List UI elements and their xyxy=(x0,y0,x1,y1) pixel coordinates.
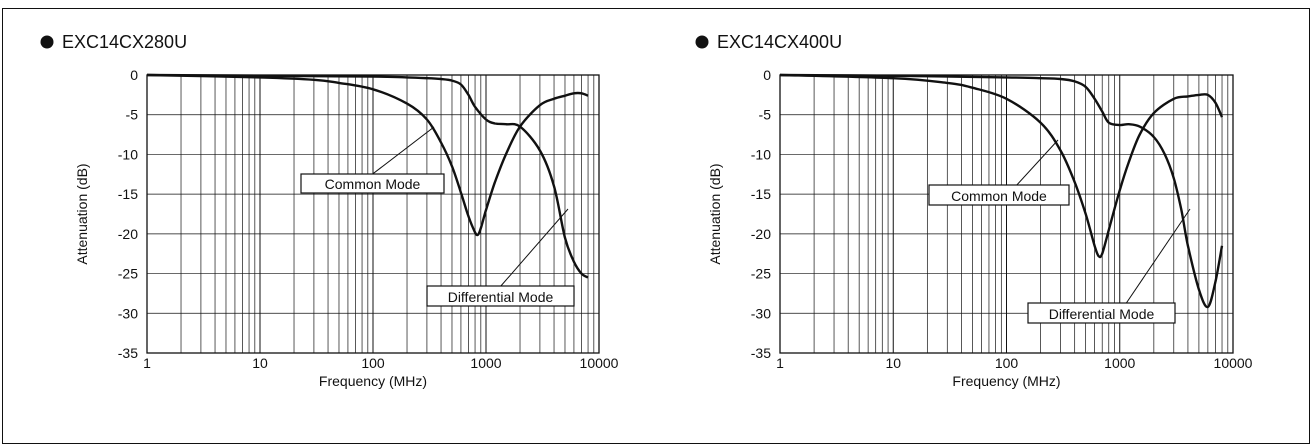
x-axis-label: Frequency (MHz) xyxy=(319,373,427,389)
y-tick-label: -10 xyxy=(751,146,771,162)
y-tick-label: -20 xyxy=(751,226,771,242)
callout-leader-line xyxy=(369,126,435,177)
y-tick-label: -35 xyxy=(751,345,771,361)
callout-leader-line xyxy=(499,208,569,288)
chart-panel-1: EXC14CX280U 0 -5 -10 -15 -20 -25 -30 -35 1 10 100 10… xyxy=(40,32,619,389)
y-tick-label: 0 xyxy=(763,67,771,83)
y-tick-label: -5 xyxy=(126,107,139,123)
plot-border xyxy=(146,74,600,354)
y-tick-label: -25 xyxy=(118,266,138,282)
chart-title: EXC14CX400U xyxy=(717,32,842,52)
callout-leader-line xyxy=(1014,139,1059,188)
y-axis-label: Attenuation (dB) xyxy=(74,163,90,264)
y-tick-label: -30 xyxy=(118,305,138,321)
x-tick-label: 1 xyxy=(776,355,784,371)
chart-panel-2: EXC14CX400U 0 -5 -10 -15 -20 -25 -30 -35 1 10 100 10… xyxy=(695,32,1253,389)
x-tick-label: 1 xyxy=(143,355,151,371)
y-tick-label: -35 xyxy=(118,345,138,361)
x-tick-label: 1000 xyxy=(1104,355,1135,371)
y-tick-label: -5 xyxy=(759,107,772,123)
title-bullet-icon xyxy=(40,35,54,49)
x-tick-label: 10 xyxy=(252,355,268,371)
title-bullet-icon xyxy=(695,35,709,49)
series-label-box xyxy=(426,285,575,307)
x-tick-label: 1000 xyxy=(470,355,501,371)
series-line-differential-mode xyxy=(146,73,589,279)
callout-leader-line xyxy=(1124,208,1191,306)
y-axis-label: Attenuation (dB) xyxy=(707,163,723,264)
x-tick-label: 100 xyxy=(361,355,385,371)
plot-border xyxy=(779,74,1234,354)
x-axis-label: Frequency (MHz) xyxy=(952,373,1060,389)
series-label-box xyxy=(1027,302,1176,324)
y-tick-label: 0 xyxy=(130,67,138,83)
y-tick-label: -15 xyxy=(118,186,138,202)
x-tick-label: 100 xyxy=(995,355,1019,371)
x-tick-label: 10 xyxy=(885,355,901,371)
y-tick-label: -25 xyxy=(751,266,771,282)
series-label: Differential Mode xyxy=(1049,306,1155,322)
series-label: Differential Mode xyxy=(448,289,554,305)
series-label-box xyxy=(928,184,1070,206)
series-label: Common Mode xyxy=(951,188,1047,204)
series-line-common-mode xyxy=(146,73,589,237)
y-tick-label: -20 xyxy=(118,226,138,242)
series-line-common-mode xyxy=(779,73,1224,259)
x-tick-label: 10000 xyxy=(580,355,619,371)
y-tick-label: -10 xyxy=(118,146,138,162)
x-tick-label: 10000 xyxy=(1214,355,1253,371)
series-line-differential-mode xyxy=(779,73,1224,309)
y-tick-label: -15 xyxy=(751,186,771,202)
series-label-box xyxy=(300,173,445,194)
chart-title: EXC14CX280U xyxy=(62,32,187,52)
y-tick-label: -30 xyxy=(751,305,771,321)
series-label: Common Mode xyxy=(325,176,421,192)
